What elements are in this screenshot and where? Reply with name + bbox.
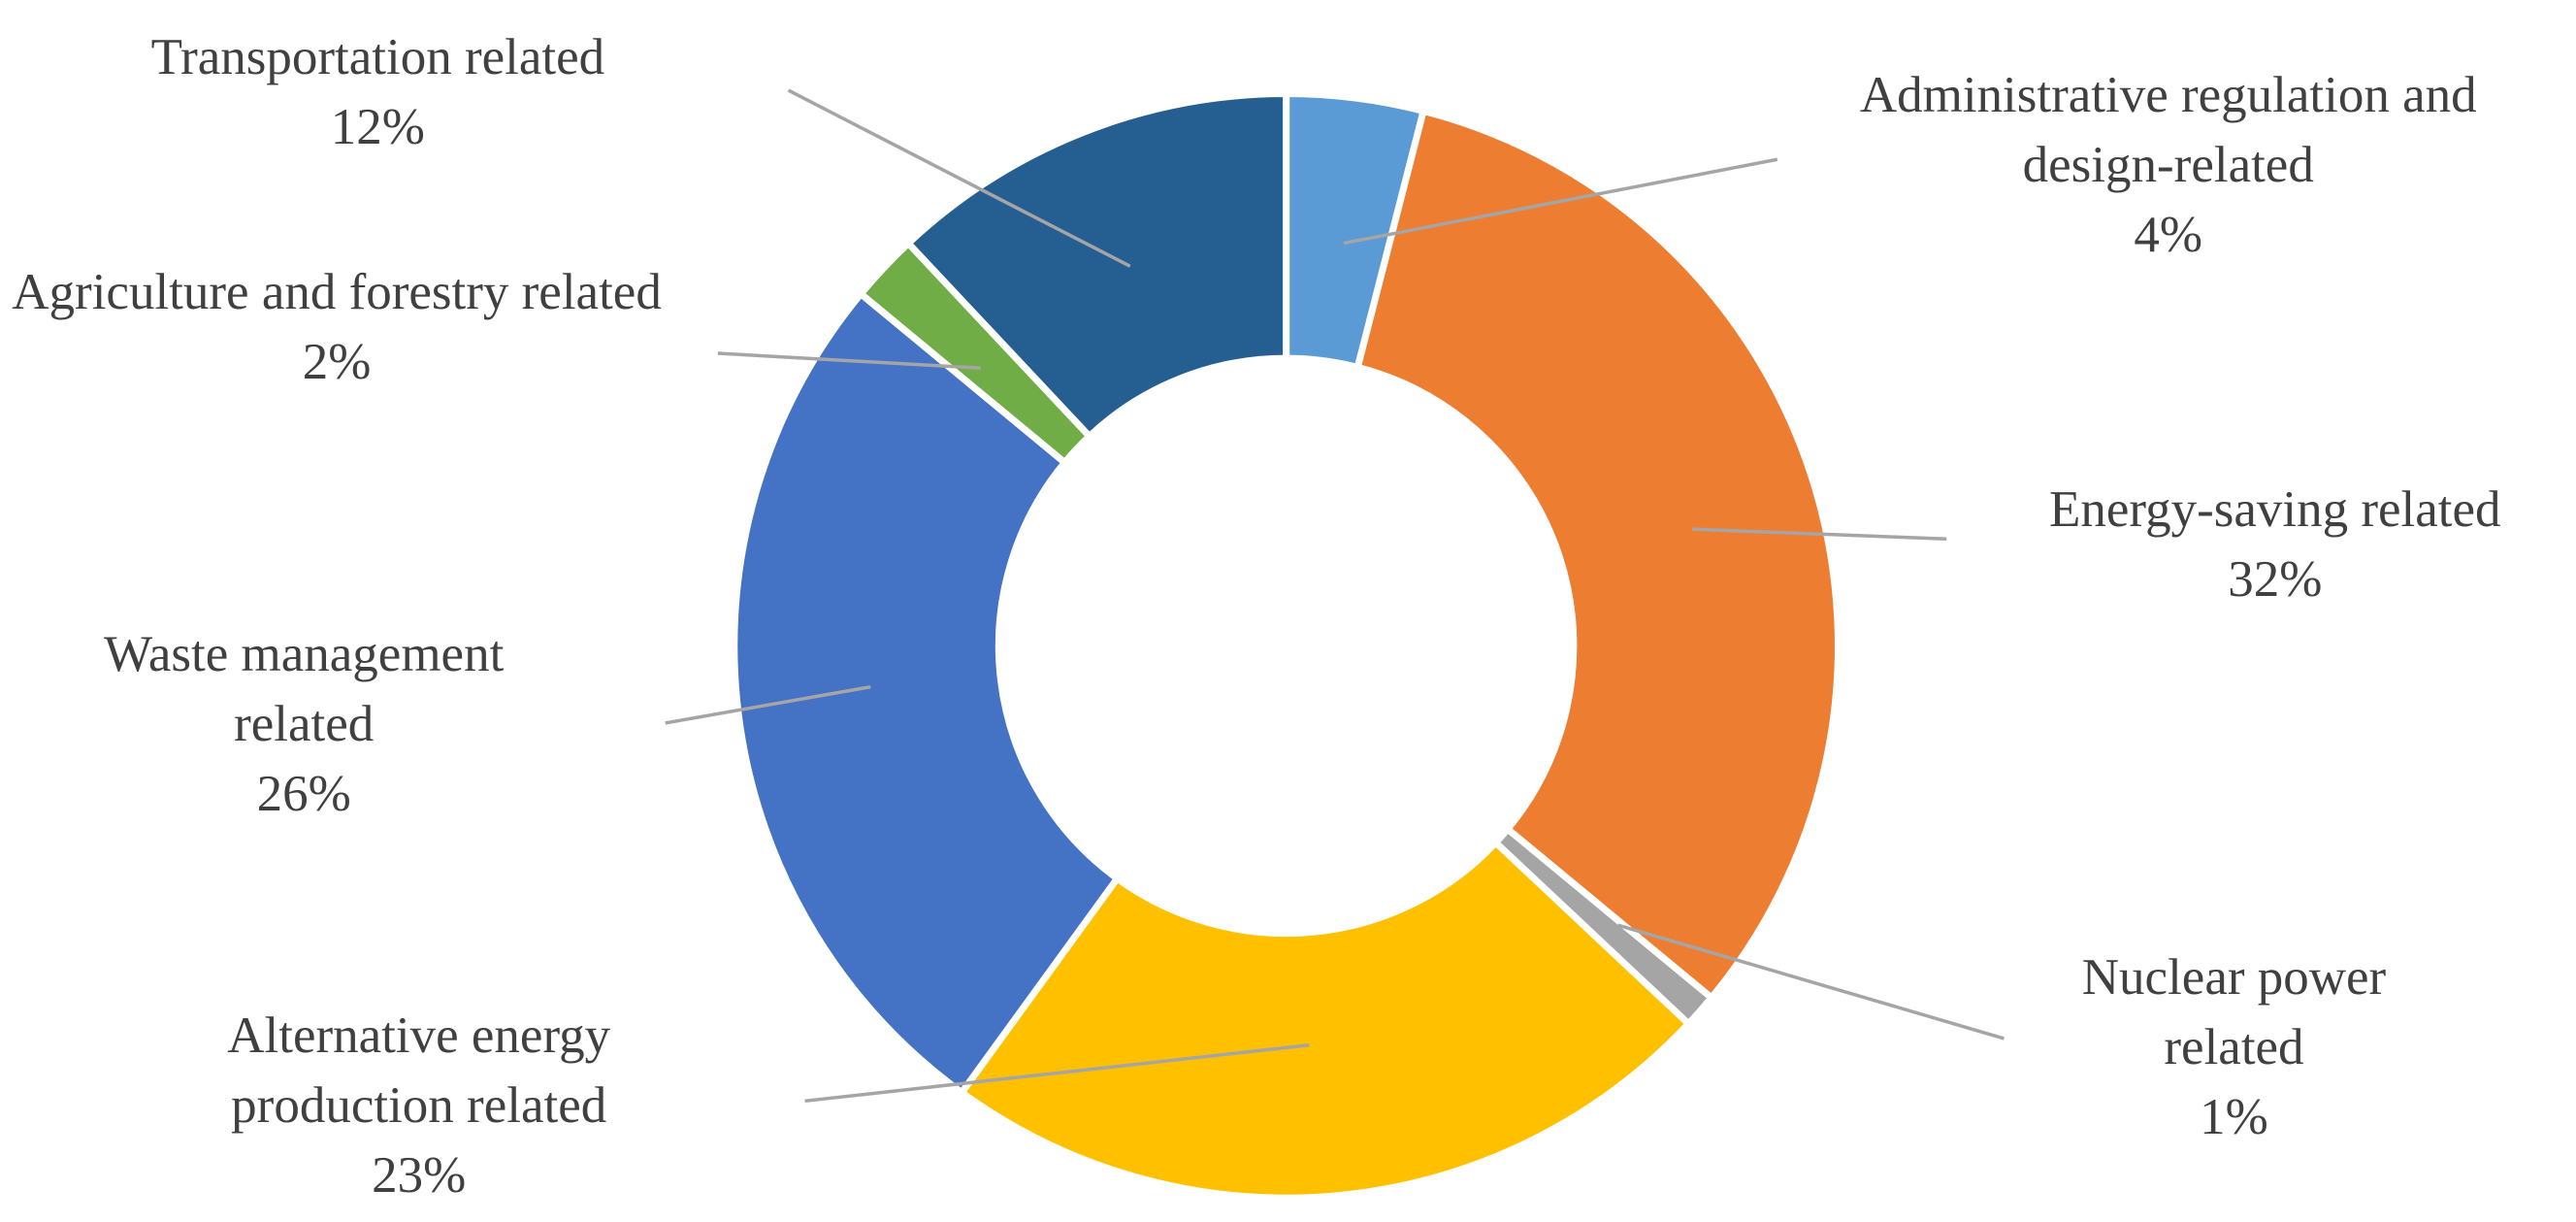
leader-line xyxy=(804,1043,1310,1104)
value-label: 26% xyxy=(256,765,351,822)
value-label: 2% xyxy=(302,334,372,391)
category-label: Energy-saving related xyxy=(2049,480,2501,538)
donut-slice xyxy=(731,288,1123,1098)
value-label: 12% xyxy=(330,99,425,156)
category-label: Alternative energy production related xyxy=(227,1007,611,1134)
leader-line xyxy=(1691,527,1947,542)
data-label: Nuclear power related 1% xyxy=(2012,942,2456,1152)
category-label: Transportation related xyxy=(150,29,605,86)
leader-line xyxy=(1617,923,2005,1040)
data-label: Energy-saving related 32% xyxy=(1959,475,2576,614)
donut-slice xyxy=(903,89,1290,442)
category-label: Administrative regulation and design-rel… xyxy=(1859,67,2477,194)
data-label: Transportation related 12% xyxy=(57,22,698,162)
data-label: Administrative regulation and design-rel… xyxy=(1807,60,2529,270)
leader-line xyxy=(787,88,1131,268)
leader-line xyxy=(717,351,981,370)
value-label: 23% xyxy=(372,1146,467,1204)
leader-line xyxy=(1343,157,1778,246)
category-label: Nuclear power related xyxy=(2081,949,2387,1076)
data-label: Agriculture and forestry related 2% xyxy=(0,257,673,397)
value-label: 1% xyxy=(2200,1089,2268,1146)
category-label: Agriculture and forestry related xyxy=(12,264,662,321)
value-label: 4% xyxy=(2134,207,2203,264)
value-label: 32% xyxy=(2228,550,2323,608)
donut-slice xyxy=(957,838,1694,1202)
leader-line xyxy=(665,684,871,725)
data-label: Alternative energy production related 23% xyxy=(156,1001,682,1210)
donut-slice xyxy=(1353,107,1842,1003)
category-label: Waste management related xyxy=(104,625,505,752)
data-label: Waste management related 26% xyxy=(33,619,575,829)
